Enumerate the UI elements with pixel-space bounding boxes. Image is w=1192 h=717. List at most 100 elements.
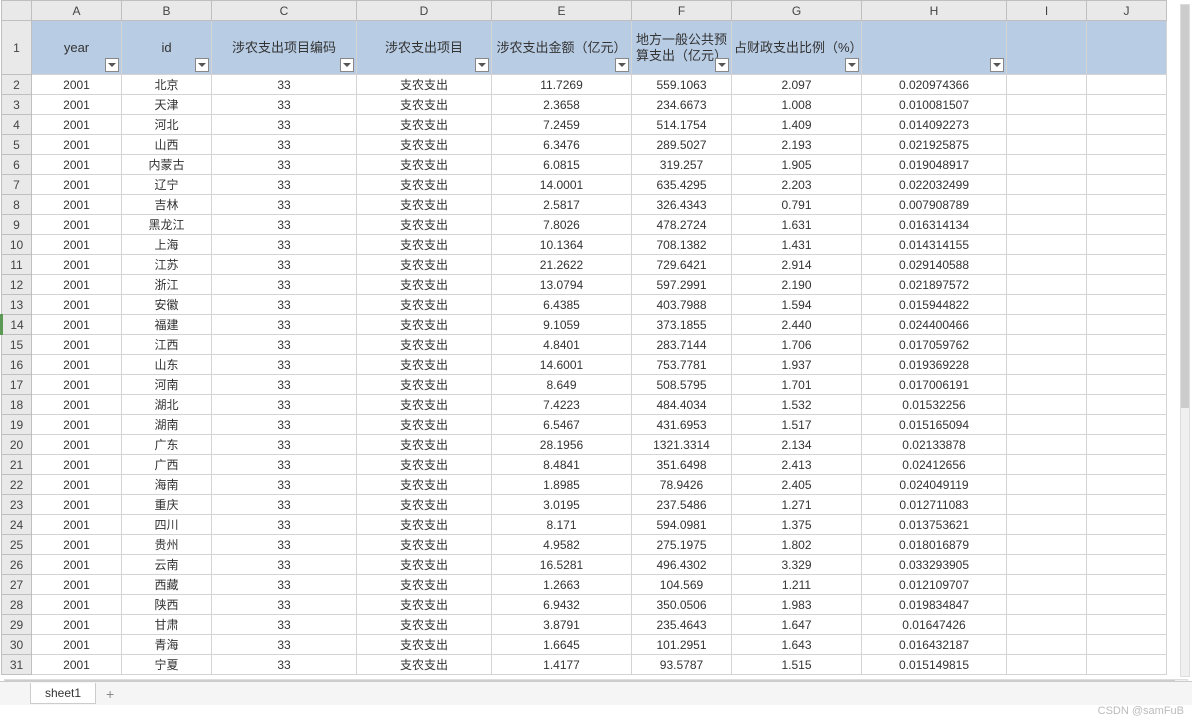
cell[interactable]: 2001: [32, 615, 122, 635]
cell[interactable]: 0.015165094: [862, 415, 1007, 435]
cell[interactable]: 33: [212, 355, 357, 375]
cell[interactable]: 28.1956: [492, 435, 632, 455]
cell[interactable]: 484.4034: [632, 395, 732, 415]
cell[interactable]: 514.1754: [632, 115, 732, 135]
cell[interactable]: 2.3658: [492, 95, 632, 115]
header-cell[interactable]: id: [122, 21, 212, 75]
row-header-9[interactable]: 9: [2, 215, 32, 235]
cell[interactable]: 33: [212, 375, 357, 395]
cell[interactable]: 104.569: [632, 575, 732, 595]
cell[interactable]: 西藏: [122, 575, 212, 595]
cell[interactable]: 2001: [32, 255, 122, 275]
cell[interactable]: 0.02412656: [862, 455, 1007, 475]
cell[interactable]: 33: [212, 155, 357, 175]
cell[interactable]: [1087, 75, 1167, 95]
cell[interactable]: [1007, 555, 1087, 575]
cell[interactable]: 0.015149815: [862, 655, 1007, 675]
cell[interactable]: 33: [212, 415, 357, 435]
cell[interactable]: 13.0794: [492, 275, 632, 295]
cell[interactable]: [1007, 515, 1087, 535]
row-header-22[interactable]: 22: [2, 475, 32, 495]
cell[interactable]: [1007, 615, 1087, 635]
cell[interactable]: 6.3476: [492, 135, 632, 155]
row-header-21[interactable]: 21: [2, 455, 32, 475]
column-header-E[interactable]: E: [492, 1, 632, 21]
cell[interactable]: 2001: [32, 535, 122, 555]
cell[interactable]: 4.8401: [492, 335, 632, 355]
column-header-J[interactable]: J: [1087, 1, 1167, 21]
cell[interactable]: 6.0815: [492, 155, 632, 175]
cell[interactable]: 33: [212, 495, 357, 515]
cell[interactable]: [1087, 495, 1167, 515]
cell[interactable]: [1087, 95, 1167, 115]
cell[interactable]: 1321.3314: [632, 435, 732, 455]
column-header-B[interactable]: B: [122, 1, 212, 21]
cell[interactable]: [1007, 275, 1087, 295]
sheet-tab-active[interactable]: sheet1: [30, 683, 96, 704]
row-header-26[interactable]: 26: [2, 555, 32, 575]
cell[interactable]: [1087, 435, 1167, 455]
cell[interactable]: 8.4841: [492, 455, 632, 475]
cell[interactable]: 湖南: [122, 415, 212, 435]
cell[interactable]: [1087, 575, 1167, 595]
filter-dropdown-icon[interactable]: [845, 58, 859, 72]
cell[interactable]: 2001: [32, 195, 122, 215]
cell[interactable]: 33: [212, 295, 357, 315]
row-header-19[interactable]: 19: [2, 415, 32, 435]
cell[interactable]: 支农支出: [357, 495, 492, 515]
cell[interactable]: [1007, 235, 1087, 255]
cell[interactable]: 2001: [32, 115, 122, 135]
cell[interactable]: 3.0195: [492, 495, 632, 515]
cell[interactable]: 33: [212, 555, 357, 575]
spreadsheet-grid[interactable]: ABCDEFGHIJ1yearid涉农支出项目编码涉农支出项目涉农支出金额（亿元…: [0, 0, 1192, 685]
cell[interactable]: 山东: [122, 355, 212, 375]
row-header-16[interactable]: 16: [2, 355, 32, 375]
cell[interactable]: [1007, 455, 1087, 475]
cell[interactable]: 33: [212, 275, 357, 295]
cell[interactable]: [1087, 315, 1167, 335]
cell[interactable]: 0.014314155: [862, 235, 1007, 255]
cell[interactable]: 597.2991: [632, 275, 732, 295]
cell[interactable]: 陕西: [122, 595, 212, 615]
cell[interactable]: 0.022032499: [862, 175, 1007, 195]
cell[interactable]: [1007, 575, 1087, 595]
cell[interactable]: 1.594: [732, 295, 862, 315]
cell[interactable]: 支农支出: [357, 195, 492, 215]
cell[interactable]: 山西: [122, 135, 212, 155]
cell[interactable]: 33: [212, 435, 357, 455]
cell[interactable]: 33: [212, 315, 357, 335]
cell[interactable]: 1.8985: [492, 475, 632, 495]
cell[interactable]: 235.4643: [632, 615, 732, 635]
cell[interactable]: [1007, 395, 1087, 415]
column-header-C[interactable]: C: [212, 1, 357, 21]
header-cell[interactable]: [1087, 21, 1167, 75]
cell[interactable]: 0.01647426: [862, 615, 1007, 635]
cell[interactable]: [1007, 95, 1087, 115]
cell[interactable]: 237.5486: [632, 495, 732, 515]
cell[interactable]: 吉林: [122, 195, 212, 215]
cell[interactable]: 支农支出: [357, 175, 492, 195]
cell[interactable]: 283.7144: [632, 335, 732, 355]
cell[interactable]: 33: [212, 575, 357, 595]
cell[interactable]: 支农支出: [357, 95, 492, 115]
cell[interactable]: 支农支出: [357, 575, 492, 595]
cell[interactable]: 2001: [32, 335, 122, 355]
cell[interactable]: 1.2663: [492, 575, 632, 595]
cell[interactable]: 河北: [122, 115, 212, 135]
cell[interactable]: 湖北: [122, 395, 212, 415]
cell[interactable]: 2.097: [732, 75, 862, 95]
cell[interactable]: [1007, 135, 1087, 155]
row-header-28[interactable]: 28: [2, 595, 32, 615]
cell[interactable]: 黑龙江: [122, 215, 212, 235]
cell[interactable]: 478.2724: [632, 215, 732, 235]
cell[interactable]: [1007, 495, 1087, 515]
row-header-31[interactable]: 31: [2, 655, 32, 675]
row-header-30[interactable]: 30: [2, 635, 32, 655]
cell[interactable]: 北京: [122, 75, 212, 95]
header-cell[interactable]: 涉农支出项目编码: [212, 21, 357, 75]
column-header-D[interactable]: D: [357, 1, 492, 21]
cell[interactable]: 33: [212, 655, 357, 675]
cell[interactable]: [1007, 535, 1087, 555]
cell[interactable]: 支农支出: [357, 595, 492, 615]
cell[interactable]: 33: [212, 215, 357, 235]
